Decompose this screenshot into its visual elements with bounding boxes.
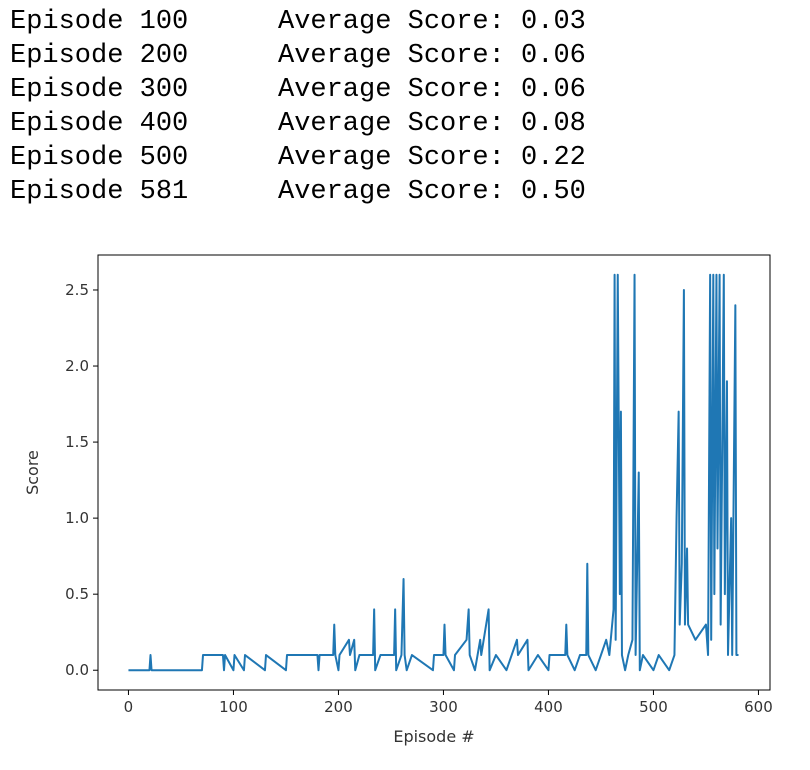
score-line	[128, 273, 739, 672]
log-episode: Episode 400	[10, 109, 188, 139]
log-score: Average Score: 0.06	[278, 75, 586, 105]
x-tick-label: 100	[219, 698, 248, 716]
log-episode: Episode 200	[10, 41, 188, 71]
log-episode: Episode 581	[10, 177, 188, 207]
x-tick-label: 0	[124, 698, 134, 716]
y-tick-label: 2.0	[65, 357, 89, 375]
y-tick-label: 1.5	[65, 433, 89, 451]
log-score: Average Score: 0.08	[278, 109, 586, 139]
x-axis-label: Episode #	[393, 727, 474, 746]
x-tick-label: 500	[639, 698, 668, 716]
y-axis-label: Score	[23, 450, 42, 495]
x-tick-label: 300	[429, 698, 458, 716]
x-tick-label: 600	[744, 698, 773, 716]
log-score: Average Score: 0.03	[278, 7, 586, 37]
log-score: Average Score: 0.06	[278, 41, 586, 71]
log-score: Average Score: 0.22	[278, 143, 586, 173]
log-episode: Episode 500	[10, 143, 188, 173]
x-tick-label: 400	[534, 698, 563, 716]
y-tick-label: 2.5	[65, 281, 89, 299]
plot-frame	[97, 254, 771, 691]
log-episode: Episode 300	[10, 75, 188, 105]
y-tick-label: 0.5	[65, 585, 89, 603]
log-score: Average Score: 0.50	[278, 177, 586, 207]
x-tick-label: 200	[324, 698, 353, 716]
y-tick-label: 1.0	[65, 509, 89, 527]
y-tick-label: 0.0	[65, 661, 89, 679]
log-episode: Episode 100	[10, 7, 188, 37]
